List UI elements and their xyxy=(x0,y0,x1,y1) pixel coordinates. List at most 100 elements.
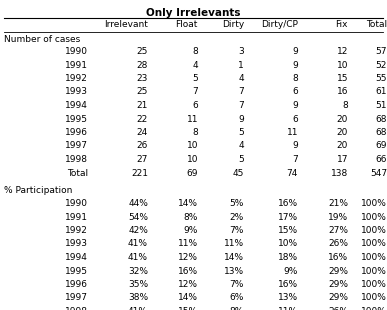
Text: 6%: 6% xyxy=(229,294,244,303)
Text: 26: 26 xyxy=(137,141,148,150)
Text: 6: 6 xyxy=(292,87,298,96)
Text: 1998: 1998 xyxy=(65,155,88,164)
Text: 16%: 16% xyxy=(278,199,298,208)
Text: 10: 10 xyxy=(337,60,348,69)
Text: 45: 45 xyxy=(233,169,244,178)
Text: 9: 9 xyxy=(292,47,298,56)
Text: 10: 10 xyxy=(187,141,198,150)
Text: 12: 12 xyxy=(337,47,348,56)
Text: 17: 17 xyxy=(337,155,348,164)
Text: 16%: 16% xyxy=(178,267,198,276)
Text: 2%: 2% xyxy=(230,212,244,222)
Text: 1: 1 xyxy=(238,60,244,69)
Text: Only Irrelevants: Only Irrelevants xyxy=(146,8,241,18)
Text: 13%: 13% xyxy=(224,267,244,276)
Text: 27: 27 xyxy=(137,155,148,164)
Text: 29%: 29% xyxy=(328,267,348,276)
Text: 18%: 18% xyxy=(278,253,298,262)
Text: 5: 5 xyxy=(238,155,244,164)
Text: 16%: 16% xyxy=(278,280,298,289)
Text: 42%: 42% xyxy=(128,226,148,235)
Text: 29%: 29% xyxy=(328,280,348,289)
Text: 8: 8 xyxy=(192,128,198,137)
Text: 4: 4 xyxy=(192,60,198,69)
Text: Dirty/CP: Dirty/CP xyxy=(261,20,298,29)
Text: 61: 61 xyxy=(375,87,387,96)
Text: 9%: 9% xyxy=(183,226,198,235)
Text: 21%: 21% xyxy=(328,199,348,208)
Text: 1995: 1995 xyxy=(65,267,88,276)
Text: 1990: 1990 xyxy=(65,199,88,208)
Text: 100%: 100% xyxy=(361,240,387,249)
Text: 5: 5 xyxy=(238,128,244,137)
Text: 1996: 1996 xyxy=(65,280,88,289)
Text: 16: 16 xyxy=(337,87,348,96)
Text: 100%: 100% xyxy=(361,307,387,310)
Text: 4: 4 xyxy=(238,141,244,150)
Text: 1992: 1992 xyxy=(65,226,88,235)
Text: 9%: 9% xyxy=(284,267,298,276)
Text: 20: 20 xyxy=(337,128,348,137)
Text: 15%: 15% xyxy=(278,226,298,235)
Text: 5: 5 xyxy=(192,74,198,83)
Text: 19%: 19% xyxy=(328,212,348,222)
Text: 1990: 1990 xyxy=(65,47,88,56)
Text: 69: 69 xyxy=(187,169,198,178)
Text: 7: 7 xyxy=(292,155,298,164)
Text: 8%: 8% xyxy=(229,307,244,310)
Text: 8: 8 xyxy=(342,101,348,110)
Text: 7: 7 xyxy=(238,87,244,96)
Text: 7%: 7% xyxy=(229,280,244,289)
Text: 35%: 35% xyxy=(128,280,148,289)
Text: 11%: 11% xyxy=(224,240,244,249)
Text: 68: 68 xyxy=(375,114,387,123)
Text: 221: 221 xyxy=(131,169,148,178)
Text: 25: 25 xyxy=(137,47,148,56)
Text: 66: 66 xyxy=(375,155,387,164)
Text: 41%: 41% xyxy=(128,240,148,249)
Text: 68: 68 xyxy=(375,128,387,137)
Text: 9: 9 xyxy=(292,101,298,110)
Text: 54%: 54% xyxy=(128,212,148,222)
Text: 55: 55 xyxy=(375,74,387,83)
Text: 5%: 5% xyxy=(229,199,244,208)
Text: 9: 9 xyxy=(292,60,298,69)
Text: 24: 24 xyxy=(137,128,148,137)
Text: 1997: 1997 xyxy=(65,141,88,150)
Text: 41%: 41% xyxy=(128,307,148,310)
Text: 69: 69 xyxy=(375,141,387,150)
Text: 1994: 1994 xyxy=(65,101,88,110)
Text: 4: 4 xyxy=(238,74,244,83)
Text: 14%: 14% xyxy=(224,253,244,262)
Text: 100%: 100% xyxy=(361,253,387,262)
Text: 11: 11 xyxy=(286,128,298,137)
Text: 1995: 1995 xyxy=(65,114,88,123)
Text: 44%: 44% xyxy=(128,199,148,208)
Text: Dirty: Dirty xyxy=(222,20,244,29)
Text: 547: 547 xyxy=(370,169,387,178)
Text: 100%: 100% xyxy=(361,280,387,289)
Text: 23: 23 xyxy=(137,74,148,83)
Text: 11: 11 xyxy=(187,114,198,123)
Text: 26%: 26% xyxy=(328,307,348,310)
Text: Fix: Fix xyxy=(336,20,348,29)
Text: 3: 3 xyxy=(238,47,244,56)
Text: 1998: 1998 xyxy=(65,307,88,310)
Text: 51: 51 xyxy=(375,101,387,110)
Text: 8%: 8% xyxy=(183,212,198,222)
Text: 27%: 27% xyxy=(328,226,348,235)
Text: 1996: 1996 xyxy=(65,128,88,137)
Text: Total: Total xyxy=(67,169,88,178)
Text: 14%: 14% xyxy=(178,199,198,208)
Text: 7: 7 xyxy=(192,87,198,96)
Text: 38%: 38% xyxy=(128,294,148,303)
Text: 17%: 17% xyxy=(278,212,298,222)
Text: 6: 6 xyxy=(292,114,298,123)
Text: 9: 9 xyxy=(292,141,298,150)
Text: 138: 138 xyxy=(331,169,348,178)
Text: 11%: 11% xyxy=(178,240,198,249)
Text: 10%: 10% xyxy=(278,240,298,249)
Text: 6: 6 xyxy=(192,101,198,110)
Text: % Participation: % Participation xyxy=(4,186,72,195)
Text: Irrelevant: Irrelevant xyxy=(104,20,148,29)
